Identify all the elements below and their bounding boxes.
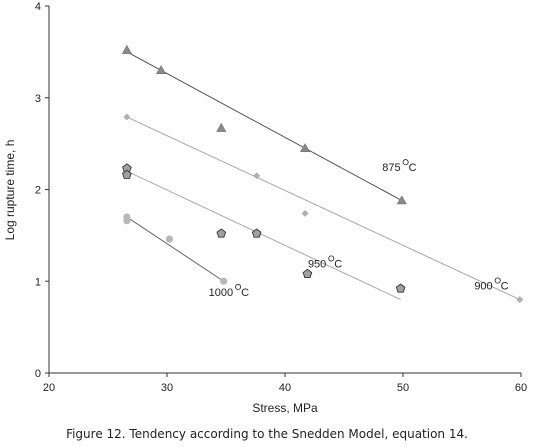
series-label-unit: C [409, 162, 417, 174]
y-tick-label: 1 [35, 276, 41, 288]
series-label-875: 875 C [382, 159, 417, 174]
x-axis-label: Stress, MPa [252, 401, 318, 415]
series-label-value: 900 [474, 281, 492, 293]
series-labels: 875 C 900 C 950 C 1000 C [209, 159, 509, 299]
pentagon-point [122, 169, 132, 179]
degree-icon [235, 283, 242, 290]
degree-icon [494, 277, 501, 284]
pentagon-point [395, 283, 406, 293]
chart: 0 1 2 3 4 20 30 40 50 60 875 C 900 C 950 C 1000 C Stress… [3, 1, 527, 415]
series-label-value: 1000 [209, 287, 233, 299]
data-points [121, 44, 524, 304]
series-label-900: 900 C [474, 277, 509, 293]
chart-svg: 0 1 2 3 4 20 30 40 50 60 875 C 900 C 950 C 1000 C Stress… [3, 1, 527, 415]
axes-layer: 0 1 2 3 4 20 30 40 50 60 [35, 1, 527, 394]
x-tick-label: 30 [161, 382, 173, 394]
series-label-unit: C [241, 287, 249, 299]
diamond-point [123, 113, 131, 121]
x-tick-label: 20 [43, 382, 55, 394]
degree-icon [402, 159, 409, 166]
fit-line-1000 [126, 216, 224, 282]
y-tick-label: 3 [35, 93, 41, 105]
series-label-unit: C [501, 281, 509, 293]
circle-point [220, 277, 228, 285]
x-tick-label: 40 [279, 382, 291, 394]
fit-lines [126, 51, 521, 301]
x-tick-label: 50 [397, 382, 409, 394]
circle-point [165, 235, 173, 243]
series-label-1000: 1000 C [209, 283, 249, 299]
degree-icon [328, 255, 335, 262]
pentagon-point [216, 228, 227, 238]
diamond-point [253, 172, 261, 180]
triangle-point [396, 195, 407, 205]
pentagon-point [302, 268, 313, 278]
fit-line-950 [126, 170, 401, 301]
y-tick-label: 2 [35, 185, 41, 197]
y-tick-label: 0 [35, 368, 41, 380]
triangle-point [156, 65, 167, 75]
fit-line-875 [126, 51, 403, 201]
diamond-point [516, 296, 524, 304]
series-label-value: 950 [308, 258, 326, 270]
y-axis-label: Log rupture time, h [3, 140, 17, 241]
pentagon-point [251, 228, 262, 238]
series-label-value: 875 [382, 162, 400, 174]
triangle-point [300, 143, 311, 153]
x-tick-label: 60 [515, 382, 527, 394]
triangle-point [216, 122, 227, 132]
y-tick-label: 4 [35, 1, 41, 13]
series-label-950: 950 C [308, 255, 342, 270]
circle-point [123, 217, 131, 225]
triangle-point [121, 44, 132, 54]
series-label-unit: C [334, 258, 342, 270]
fit-line-900 [126, 116, 521, 301]
diamond-point [301, 209, 309, 217]
figure-caption: Figure 12. Tendency according to the Sne… [66, 427, 468, 441]
